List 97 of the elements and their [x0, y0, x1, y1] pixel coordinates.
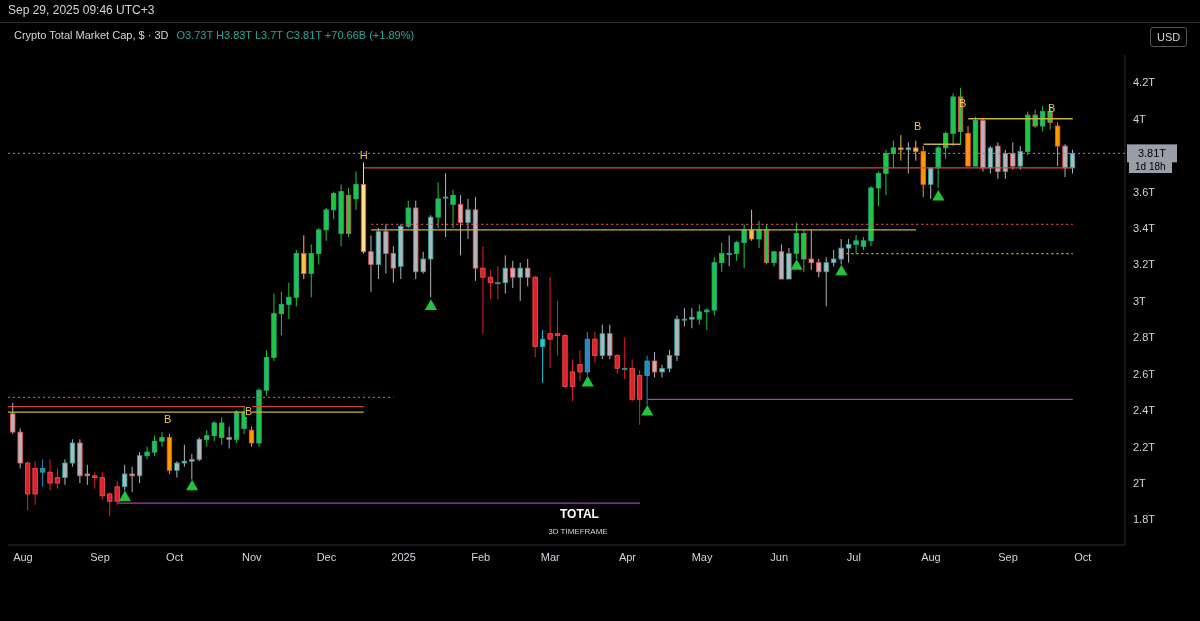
point	[641, 405, 654, 416]
candlestick	[1069, 149, 1076, 174]
y-tick-label: 3.2T	[1133, 258, 1156, 271]
x-tick-label: Dec	[316, 550, 337, 563]
x-tick-label: Oct	[1074, 550, 1092, 563]
y-tick-label: 1.8T	[1133, 513, 1156, 526]
x-tick-label: Sep	[998, 550, 1018, 563]
text: USD	[1150, 27, 1188, 47]
candlestick	[308, 243, 314, 298]
candlestick	[569, 358, 576, 402]
candlestick	[905, 141, 911, 174]
candlestick	[278, 291, 285, 337]
candlestick	[875, 171, 882, 207]
chart-subtitle: O3.73T H3.83T L3.7T C3.81T +70.66B (+1.89%)	[176, 29, 415, 41]
candlestick	[539, 329, 546, 384]
candlestick	[928, 167, 934, 200]
candlestick	[890, 140, 897, 169]
candlestick	[554, 300, 561, 357]
x-tick-label: Feb	[471, 550, 491, 563]
candlestick	[935, 145, 941, 189]
candlestick	[248, 426, 255, 448]
x-tick-label: Nov	[242, 550, 263, 563]
candlestick	[547, 276, 553, 369]
x-tick-label: May	[691, 550, 713, 563]
y-tick-label: 3.6T	[1133, 185, 1156, 198]
candlestick	[136, 451, 143, 484]
candlestick	[69, 438, 76, 468]
x-tick-label: Mar	[540, 550, 561, 563]
candlestick	[577, 349, 583, 382]
annotation: B	[164, 413, 172, 425]
point	[424, 299, 437, 310]
point	[790, 259, 803, 270]
x-tick-label: Aug	[13, 550, 33, 563]
candlestick	[159, 431, 165, 448]
candlestick	[353, 171, 359, 211]
candlestick	[144, 446, 150, 460]
annotation: 3D TIMEFRAME	[548, 527, 608, 536]
candlestick	[987, 145, 994, 174]
annotation: B	[959, 97, 967, 109]
text: Sep 29, 2025 09:46 UTC+3	[8, 3, 155, 17]
chart-title: Crypto Total Market Cap, $ · 3D	[14, 29, 169, 41]
candlestick	[681, 307, 688, 327]
y-tick-label: 3T	[1133, 294, 1147, 307]
candlestick	[651, 351, 658, 378]
candlestick	[226, 426, 232, 449]
annotation: TOTAL	[560, 507, 599, 521]
y-tick-label: 2.2T	[1133, 440, 1156, 453]
point	[932, 190, 945, 201]
candlestick	[301, 234, 307, 280]
ref-line-label: 3.81T	[1137, 147, 1167, 160]
x-tick-label: Apr	[618, 550, 637, 563]
candlestick	[644, 355, 650, 406]
candlestick	[599, 324, 605, 360]
candlestick	[853, 234, 859, 255]
x-tick-label: 2025	[391, 550, 416, 563]
candlestick	[592, 331, 598, 364]
annotation: H	[359, 149, 368, 162]
point	[118, 490, 131, 502]
x-tick-label: Jul	[846, 550, 861, 563]
annotation: B	[1048, 102, 1056, 114]
y-tick-label: 2.8T	[1133, 331, 1156, 344]
candlestick	[442, 172, 449, 238]
annotation: B	[914, 120, 922, 132]
y-tick-label: 2.6T	[1133, 367, 1156, 380]
point	[186, 479, 199, 491]
candlestick	[845, 238, 852, 264]
candlestick	[898, 134, 904, 162]
candlestick	[756, 220, 762, 249]
x-tick-label: Sep	[90, 550, 110, 563]
text: 1d 18h	[1129, 160, 1172, 173]
candlestick	[666, 349, 673, 373]
annotation: B	[245, 405, 253, 417]
candlestick	[457, 194, 464, 256]
x-tick-label: Oct	[166, 550, 184, 563]
candlestick	[368, 234, 374, 293]
candlestick	[47, 458, 53, 491]
y-tick-label: 3.4T	[1133, 221, 1156, 234]
candlestick	[1062, 143, 1068, 178]
candlestick	[39, 458, 46, 488]
candlestick	[151, 435, 158, 457]
candlestick	[219, 416, 225, 446]
candlestick	[637, 369, 643, 426]
candlestick	[883, 149, 889, 196]
point	[581, 375, 594, 387]
x-tick-label: Aug	[921, 550, 941, 563]
candlestick	[450, 189, 456, 229]
y-tick-label: 4.2T	[1133, 76, 1156, 89]
y-tick-label: 2.4T	[1133, 404, 1156, 417]
y-tick-label: 2T	[1133, 476, 1147, 489]
y-tick-label: 4T	[1133, 112, 1147, 125]
candlestick	[659, 364, 665, 378]
candlestick	[62, 458, 68, 486]
candlestick	[465, 198, 471, 240]
candlestick	[1054, 121, 1061, 167]
point	[835, 264, 848, 276]
candlestick	[54, 467, 61, 490]
x-tick-label: Jun	[770, 550, 789, 563]
